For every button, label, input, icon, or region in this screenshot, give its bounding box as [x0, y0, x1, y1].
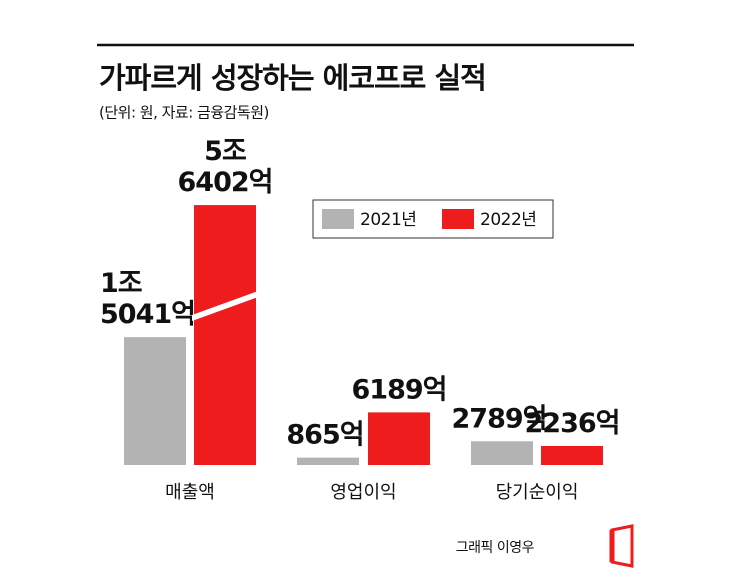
bar	[471, 441, 533, 465]
value-label: 6189억	[352, 374, 447, 405]
value-label: 2789억	[452, 403, 547, 434]
bar	[124, 337, 186, 465]
value-label: 865억	[286, 419, 363, 450]
bar	[541, 445, 603, 465]
chart-title: 가파르게 성장하는 에코프로 실적	[99, 61, 486, 95]
legend-label: 2021년	[360, 210, 416, 230]
logo-icon	[609, 524, 634, 568]
bar	[297, 457, 359, 465]
credit: 그래픽 이영우	[456, 540, 535, 556]
x-tick-label: 당기순이익	[496, 482, 579, 503]
axis-break	[192, 291, 258, 321]
x-tick-label: 매출액	[165, 482, 215, 503]
value-label: 1조 5041억	[100, 268, 195, 330]
value-label: 2236억	[525, 407, 620, 438]
value-label: 5조 6402억	[178, 136, 273, 198]
legend-label: 2022년	[480, 210, 536, 230]
legend-swatch	[442, 209, 474, 229]
bar	[368, 412, 430, 465]
bar	[194, 205, 256, 465]
legend-swatch	[322, 209, 354, 229]
chart-subtitle: (단위: 원, 자료: 금융감독원)	[99, 104, 269, 122]
x-tick-label: 영업이익	[330, 482, 396, 503]
